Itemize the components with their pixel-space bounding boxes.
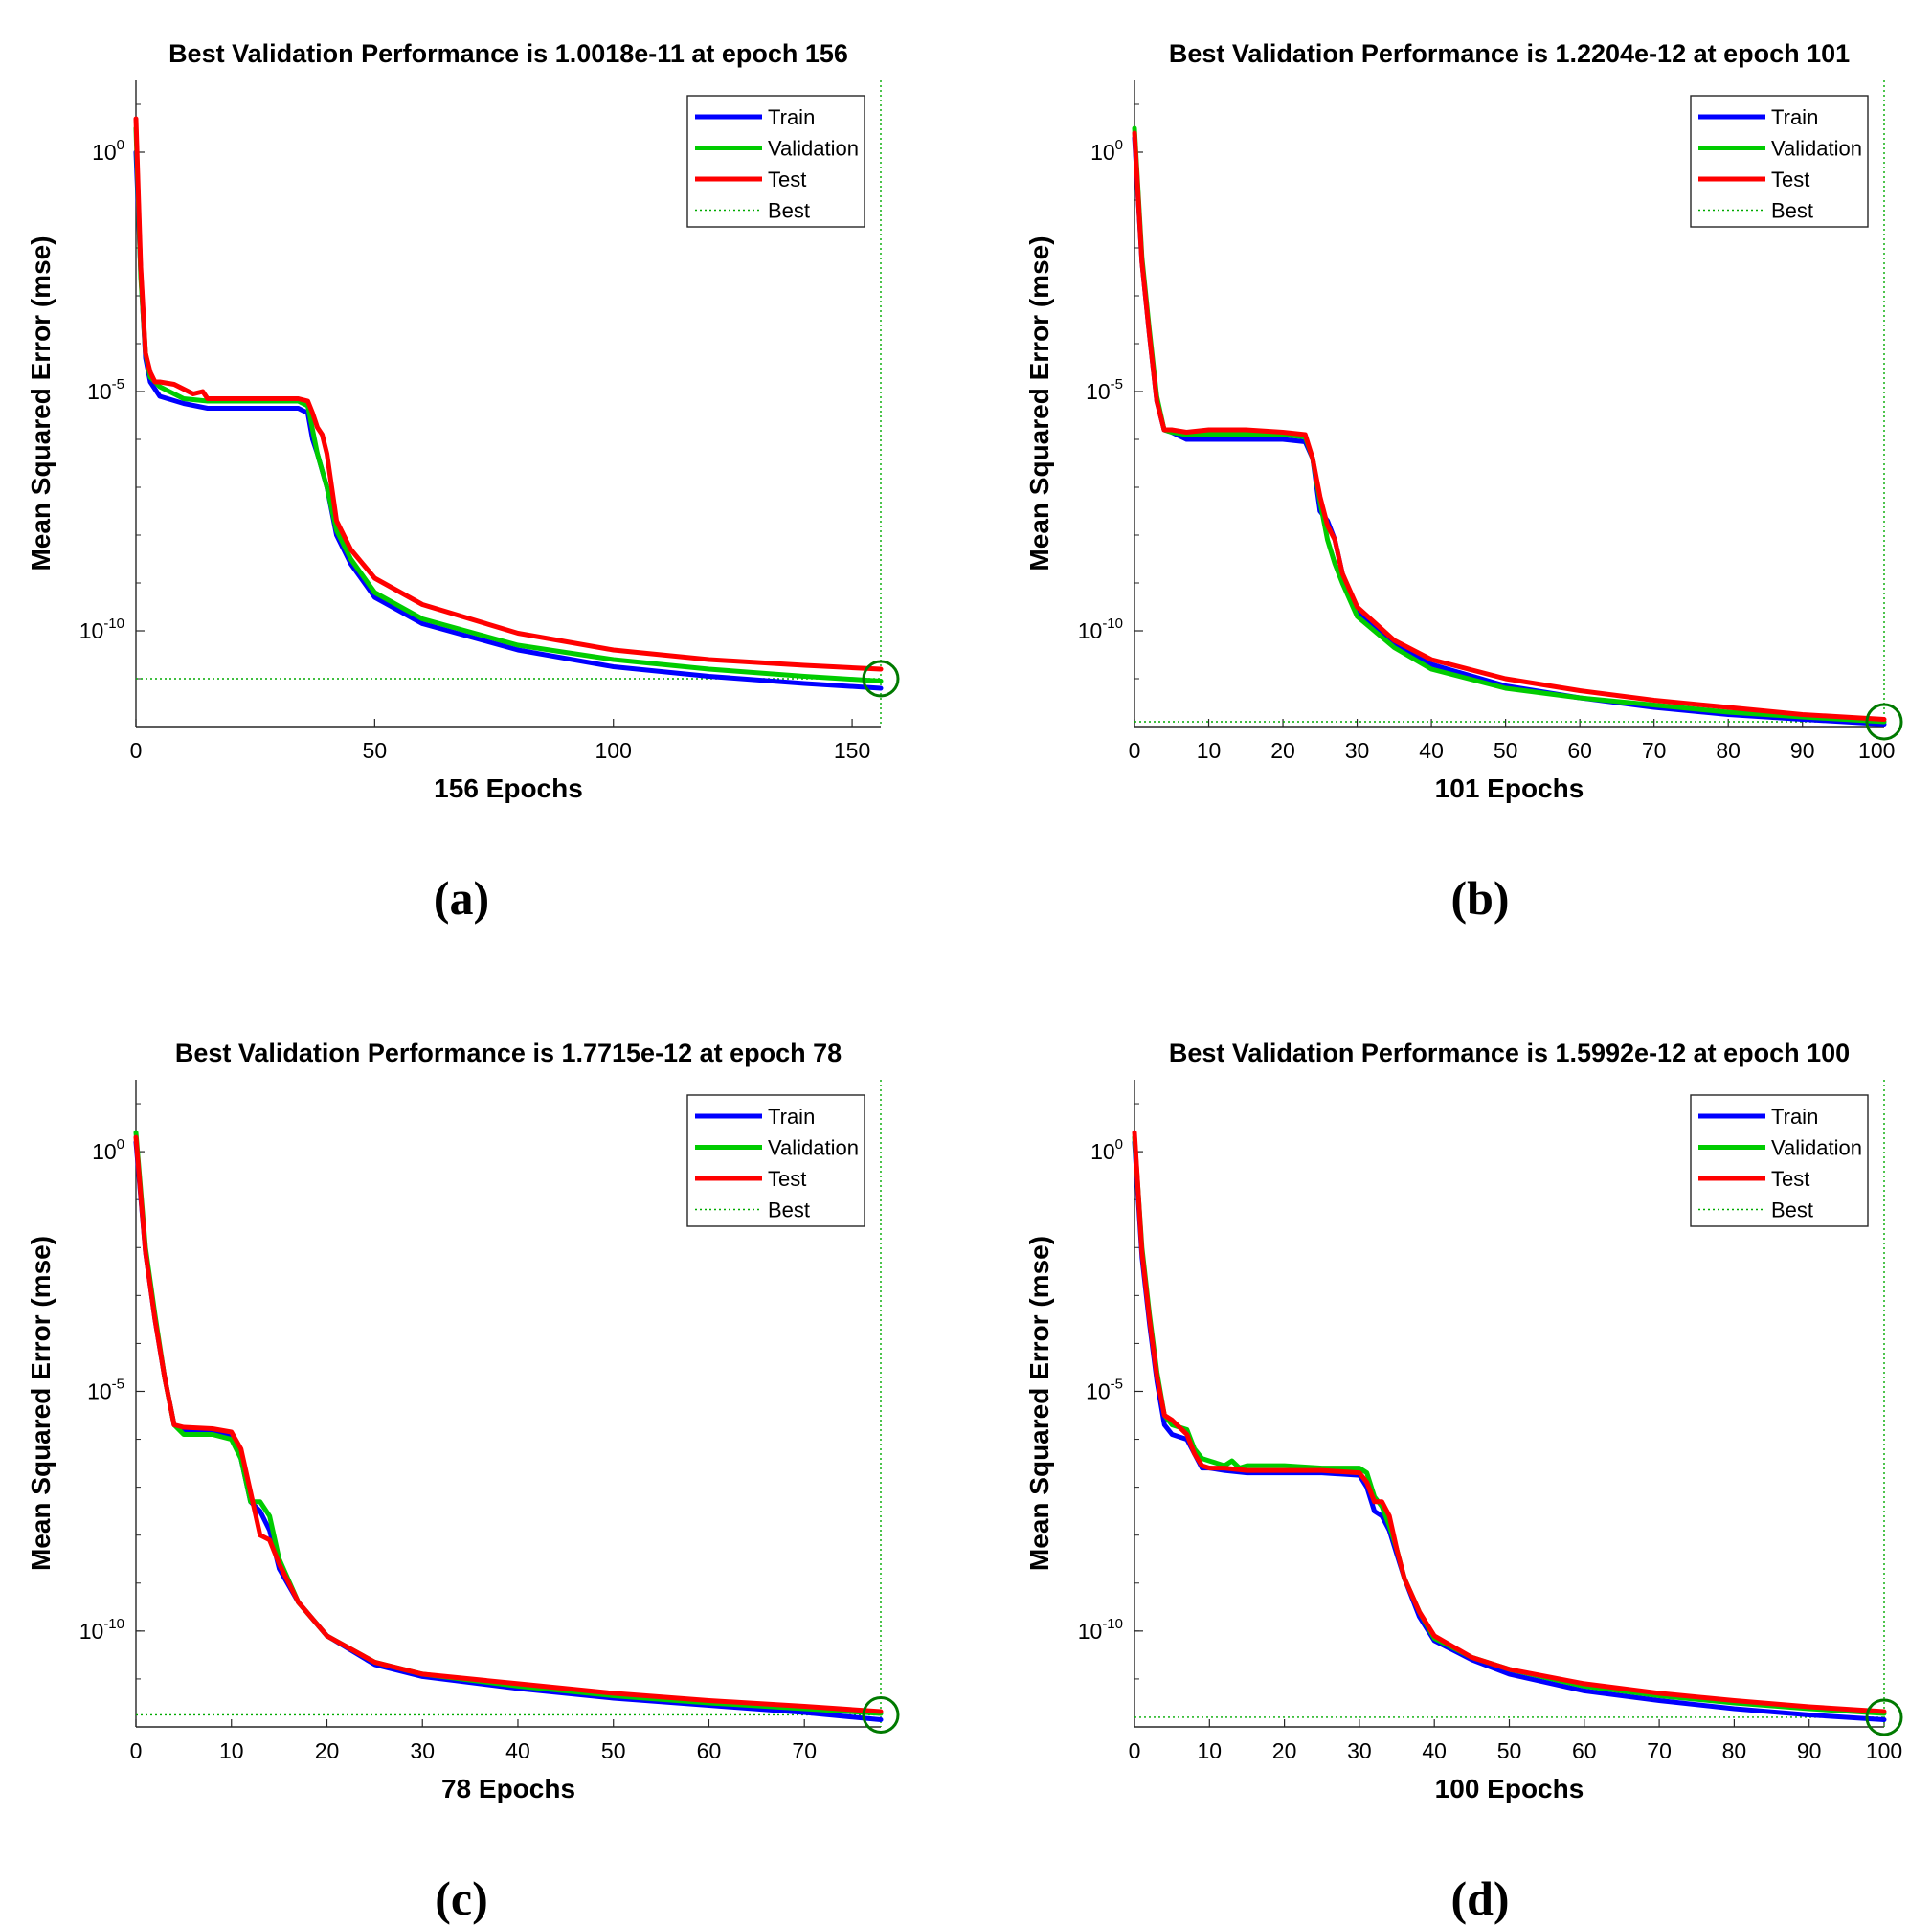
x-tick-label: 70 [792, 1738, 817, 1763]
series-validation-line [133, 125, 884, 683]
y-tick-label: 10-10 [79, 616, 124, 643]
x-tick-label: 50 [601, 1738, 626, 1763]
legend-label-train: Train [1771, 105, 1818, 129]
x-tick-label: 40 [1422, 1738, 1447, 1763]
x-tick-label: 50 [363, 738, 388, 763]
legend-label-test: Test [1771, 1167, 1809, 1191]
legend-label-test: Test [768, 1167, 806, 1191]
x-tick-label: 0 [1129, 1738, 1141, 1763]
series-test-line [133, 1134, 884, 1714]
panel-b: Best Validation Performance is 1.2204e-1… [1024, 39, 1903, 925]
best-point-marker [1865, 1698, 1903, 1736]
legend-label-validation: Validation [1771, 1136, 1862, 1160]
y-axis-label: Mean Squared Error (mse) [26, 1236, 56, 1571]
x-tick-label: 80 [1716, 738, 1741, 763]
series-test-line [1132, 1130, 1887, 1714]
panel-c: Best Validation Performance is 1.7715e-1… [26, 1039, 900, 1925]
panel-caption: (b) [1450, 871, 1509, 925]
series-test-line [1132, 130, 1887, 722]
x-axis-label: 156 Epochs [434, 773, 583, 803]
x-tick-label: 70 [1647, 1738, 1672, 1763]
legend-label-validation: Validation [1771, 137, 1862, 161]
x-tick-label: 40 [1419, 738, 1444, 763]
x-tick-label: 60 [1572, 1738, 1597, 1763]
y-tick-label: 10-5 [87, 1376, 124, 1403]
x-tick-label: 0 [130, 738, 143, 763]
x-tick-label: 40 [505, 1738, 530, 1763]
x-tick-label: 20 [1270, 738, 1295, 763]
best-point-marker [862, 1695, 900, 1734]
panel-caption: (a) [434, 871, 489, 925]
legend-label-train: Train [1771, 1105, 1818, 1129]
x-tick-label: 0 [130, 1738, 143, 1763]
chart-title: Best Validation Performance is 1.0018e-1… [168, 39, 848, 68]
x-tick-label: 150 [834, 738, 870, 763]
y-tick-label: 10-10 [1078, 616, 1123, 643]
x-axis-label: 100 Epochs [1435, 1774, 1584, 1803]
y-tick-label: 10-5 [1086, 376, 1123, 404]
y-axis-label: Mean Squared Error (mse) [1024, 235, 1054, 571]
legend-label-best: Best [1771, 1198, 1813, 1222]
x-tick-label: 70 [1642, 738, 1667, 763]
x-tick-label: 30 [1345, 738, 1370, 763]
x-tick-label: 10 [1198, 1738, 1223, 1763]
y-axis-label: Mean Squared Error (mse) [26, 235, 56, 571]
panel-a: Best Validation Performance is 1.0018e-1… [26, 39, 900, 925]
panel-d: Best Validation Performance is 1.5992e-1… [1024, 1039, 1903, 1925]
x-tick-label: 90 [1790, 738, 1815, 763]
legend-label-test: Test [1771, 168, 1809, 191]
x-tick-label: 20 [1272, 1738, 1297, 1763]
panel-caption: (d) [1450, 1871, 1509, 1925]
series-test-line [133, 116, 884, 672]
x-tick-label: 60 [697, 1738, 722, 1763]
x-axis-label: 101 Epochs [1435, 773, 1584, 803]
legend-label-best: Best [768, 1198, 810, 1222]
chart-title: Best Validation Performance is 1.5992e-1… [1169, 1039, 1850, 1067]
x-tick-label: 80 [1722, 1738, 1747, 1763]
x-tick-label: 50 [1497, 1738, 1522, 1763]
x-tick-label: 100 [1858, 738, 1895, 763]
x-tick-label: 100 [1866, 1738, 1902, 1763]
x-tick-label: 20 [315, 1738, 340, 1763]
y-tick-label: 10-10 [79, 1616, 124, 1644]
best-point-marker [1865, 703, 1903, 741]
x-tick-label: 100 [595, 738, 632, 763]
panel-caption: (c) [435, 1871, 488, 1925]
x-tick-label: 60 [1567, 738, 1592, 763]
legend-label-validation: Validation [768, 137, 859, 161]
x-tick-label: 30 [410, 1738, 435, 1763]
y-tick-label: 100 [1090, 137, 1123, 165]
legend-label-best: Best [1771, 199, 1813, 223]
y-tick-label: 10-5 [87, 376, 124, 404]
y-tick-label: 100 [92, 137, 124, 165]
legend-label-best: Best [768, 199, 810, 223]
x-tick-label: 10 [1197, 738, 1222, 763]
y-tick-label: 10-5 [1086, 1376, 1123, 1403]
y-tick-label: 100 [1090, 1136, 1123, 1164]
x-tick-label: 10 [219, 1738, 244, 1763]
chart-title: Best Validation Performance is 1.7715e-1… [175, 1039, 842, 1067]
x-tick-label: 90 [1797, 1738, 1822, 1763]
legend-label-test: Test [768, 168, 806, 191]
legend-label-train: Train [768, 105, 815, 129]
x-tick-label: 0 [1129, 738, 1141, 763]
x-tick-label: 50 [1494, 738, 1518, 763]
chart-title: Best Validation Performance is 1.2204e-1… [1169, 39, 1850, 68]
x-axis-label: 78 Epochs [441, 1774, 575, 1803]
y-tick-label: 100 [92, 1136, 124, 1164]
legend-label-train: Train [768, 1105, 815, 1129]
best-point-marker [862, 660, 900, 698]
legend-label-validation: Validation [768, 1136, 859, 1160]
x-tick-label: 30 [1347, 1738, 1372, 1763]
y-tick-label: 10-10 [1078, 1616, 1123, 1644]
y-axis-label: Mean Squared Error (mse) [1024, 1236, 1054, 1571]
